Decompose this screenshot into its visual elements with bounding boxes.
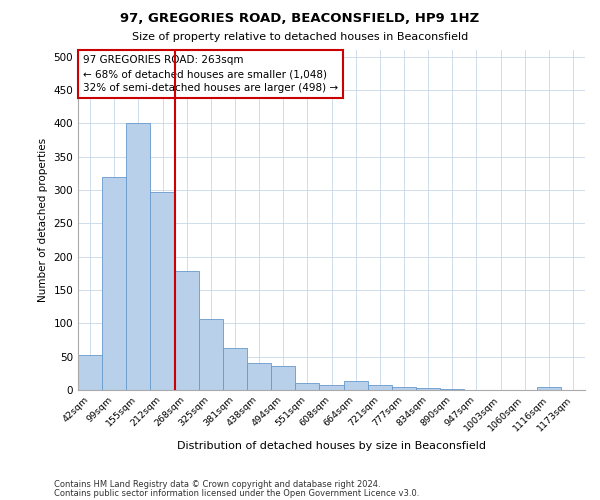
Bar [295,382,319,390]
Bar [344,382,368,390]
Text: Size of property relative to detached houses in Beaconsfield: Size of property relative to detached ho… [132,32,468,42]
Text: 97 GREGORIES ROAD: 263sqm
← 68% of detached houses are smaller (1,048)
32% of se: 97 GREGORIES ROAD: 263sqm ← 68% of detac… [83,55,338,93]
Bar [223,348,247,390]
Bar [392,386,416,390]
Text: 97, GREGORIES ROAD, BEACONSFIELD, HP9 1HZ: 97, GREGORIES ROAD, BEACONSFIELD, HP9 1H… [121,12,479,26]
Y-axis label: Number of detached properties: Number of detached properties [38,138,48,302]
Text: Contains HM Land Registry data © Crown copyright and database right 2024.: Contains HM Land Registry data © Crown c… [54,480,380,489]
Bar [126,124,151,390]
Bar [440,388,464,390]
Bar [271,366,295,390]
Bar [247,364,271,390]
Text: Contains public sector information licensed under the Open Government Licence v3: Contains public sector information licen… [54,488,419,498]
Bar [368,386,392,390]
Bar [175,272,199,390]
Bar [319,384,344,390]
Bar [151,192,175,390]
Bar [416,388,440,390]
X-axis label: Distribution of detached houses by size in Beaconsfield: Distribution of detached houses by size … [177,441,486,451]
Bar [78,354,102,390]
Bar [102,176,126,390]
Bar [199,318,223,390]
Bar [537,388,561,390]
